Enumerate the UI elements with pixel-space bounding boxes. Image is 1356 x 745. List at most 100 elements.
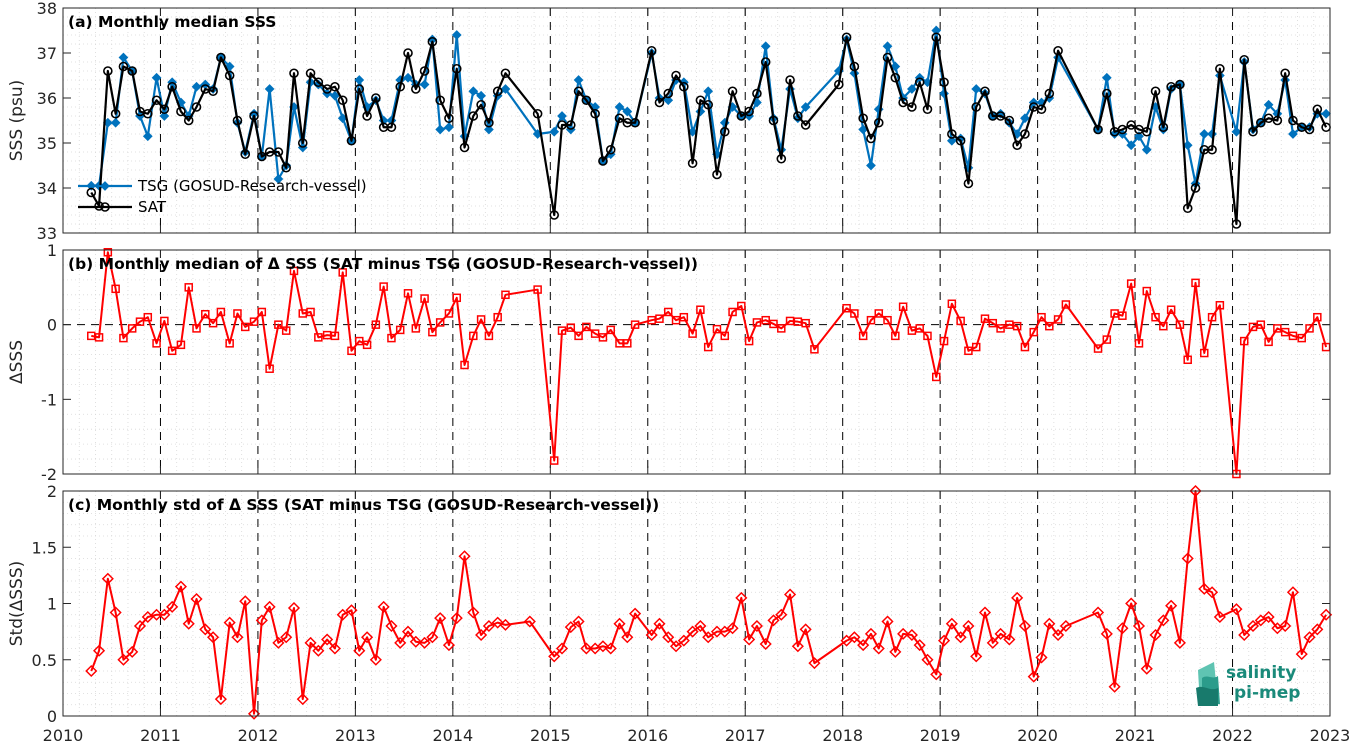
data-point [1126,120,1136,130]
data-point [330,331,340,341]
data-point [1239,54,1250,65]
data-point [1150,86,1161,97]
data-point [613,617,626,630]
data-point [1166,81,1176,92]
data-point [784,588,797,601]
data-point [874,309,884,318]
x-axis-year-labels: 2010 2011 2012 2013 2014 2015 2016 2017 2018 2019… [43,726,1351,745]
data-point [1141,126,1152,137]
data-point [760,57,771,67]
data-point [1263,113,1274,124]
data-point [119,333,128,343]
data-point [937,634,951,647]
y-tick-label: 0 [47,707,57,726]
data-point [1320,608,1333,621]
data-point [922,104,933,115]
data-point [1134,339,1144,348]
y-tick-label: 2 [47,482,57,501]
data-point [1280,68,1290,79]
data-point [298,309,308,318]
data-point [1199,129,1210,139]
data-point [842,303,851,313]
data-point [548,650,561,663]
data-point [564,621,577,634]
data-point [409,635,422,648]
data-point [1312,104,1323,115]
data-point [281,162,291,173]
data-point [1273,324,1282,333]
data-point [255,614,268,627]
data-point [347,346,356,356]
data-point [720,331,730,341]
data-point [777,324,786,333]
data-point [1279,619,1292,633]
data-point [1091,606,1105,619]
data-point [890,61,901,72]
data-point [190,592,203,606]
data-point [1295,648,1308,661]
data-point [1182,203,1193,214]
x-tick-label: 2017 [725,726,766,745]
data-point [394,636,407,649]
data-point [1101,72,1112,83]
x-tick-label: 2023 [1310,726,1351,745]
data-point [995,111,1006,121]
data-point [1004,115,1015,126]
data-point [273,147,284,157]
data-point [768,115,779,126]
data-point [1173,636,1186,649]
salinity-pi-mep-logo: salinity pi-mep [1196,662,1300,706]
data-point [273,174,284,184]
data-point [801,318,810,328]
data-point [955,135,966,146]
data-point [752,318,762,327]
data-point [328,642,341,655]
data-point [1190,183,1201,193]
data-point [289,68,299,79]
data-point [452,293,461,303]
data-point [314,333,323,342]
data-point [101,572,114,585]
data-point [566,323,576,332]
data-point [1102,88,1112,99]
logo-text-line1: salinity [1226,663,1296,683]
data-point [573,75,584,85]
data-point [151,95,162,106]
data-point [174,580,187,593]
data-point [898,97,908,108]
data-point [791,640,804,653]
data-point [1305,324,1314,333]
x-tick-label: 2010 [43,726,84,745]
series-line-1 [91,251,1328,475]
data-point [737,301,746,311]
data-point [939,77,949,88]
data-point [117,653,130,666]
data-point [338,268,347,277]
data-point [849,61,860,72]
data-point [199,623,212,636]
data-point [557,326,567,335]
data-point [86,187,97,198]
data-point [216,52,226,63]
data-point [1262,610,1275,624]
data-point [604,642,617,655]
data-point [703,86,714,97]
data-point [915,324,924,333]
data-point [849,68,860,79]
data-point [1100,627,1113,640]
data-point [460,360,469,370]
data-point [1183,355,1192,365]
data-point [411,324,421,333]
y-tick-label: -2 [41,465,57,484]
data-point [468,111,479,121]
data-point [110,108,121,119]
data-point [663,95,674,106]
data-point [857,639,870,652]
data-point [630,320,640,329]
data-point [385,619,398,633]
data-point [1020,342,1030,352]
data-point [1110,309,1119,318]
data-point [312,644,325,657]
data-point [1141,144,1152,155]
data-point [1248,322,1258,332]
